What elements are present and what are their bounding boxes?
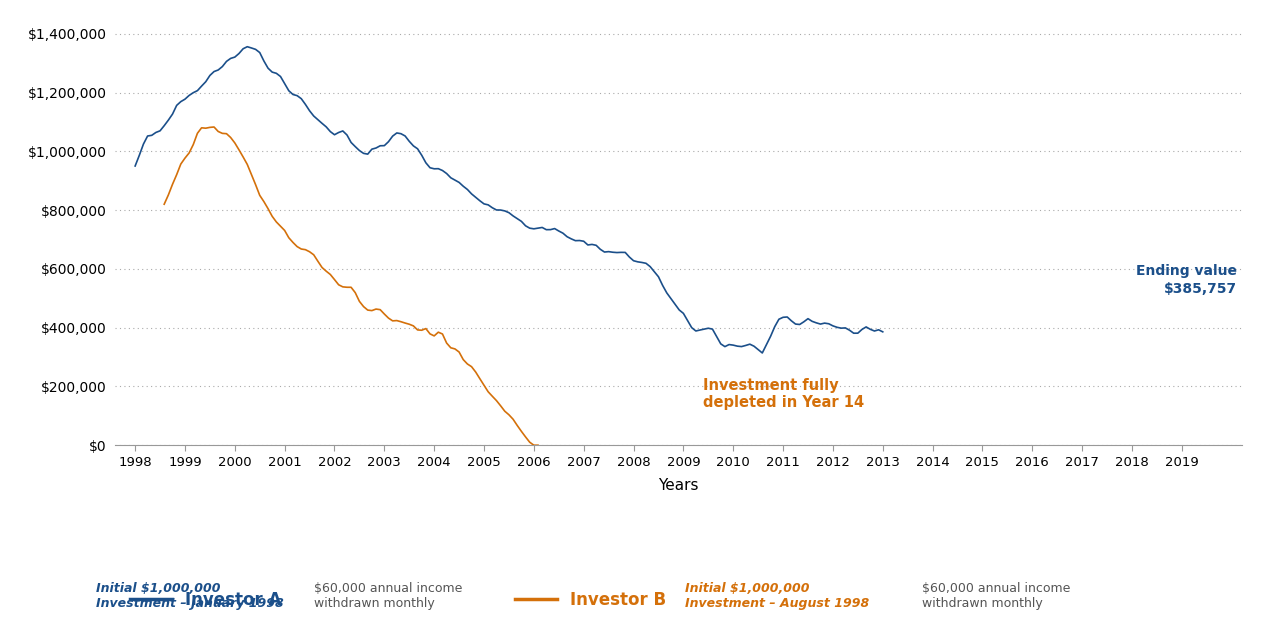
Legend: Investor A, Investor B: Investor A, Investor B bbox=[124, 584, 673, 616]
Text: Ending value: Ending value bbox=[1135, 264, 1236, 278]
Text: $60,000 annual income
withdrawn monthly: $60,000 annual income withdrawn monthly bbox=[922, 582, 1070, 610]
Text: Investment fully
depleted in Year 14: Investment fully depleted in Year 14 bbox=[703, 378, 864, 410]
Text: Initial $1,000,000
Investment – January 1998: Initial $1,000,000 Investment – January … bbox=[96, 582, 284, 610]
Text: Initial $1,000,000
Investment – August 1998: Initial $1,000,000 Investment – August 1… bbox=[685, 582, 869, 610]
X-axis label: Years: Years bbox=[658, 478, 699, 493]
Text: $385,757: $385,757 bbox=[1164, 282, 1236, 296]
Text: $60,000 annual income
withdrawn monthly: $60,000 annual income withdrawn monthly bbox=[314, 582, 462, 610]
